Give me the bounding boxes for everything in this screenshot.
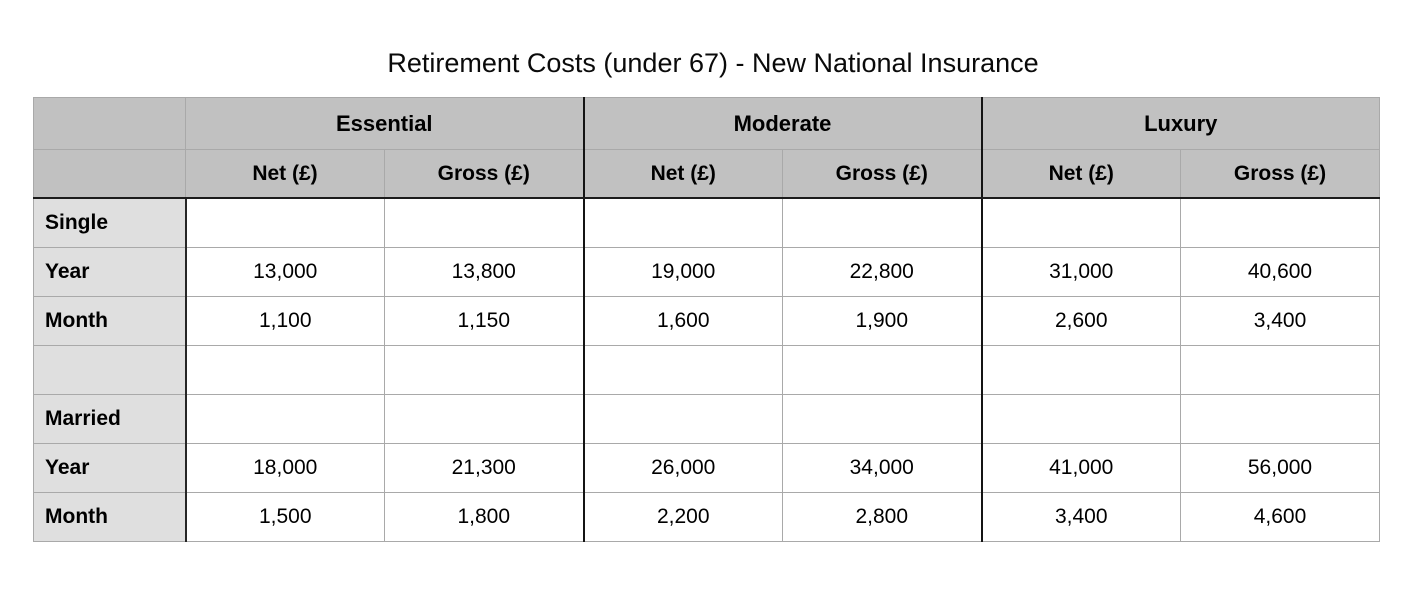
row-label-single: Single	[33, 197, 187, 248]
table-cell	[384, 197, 584, 248]
table-cell: 2,600	[980, 296, 1181, 346]
group-header-row: Essential Moderate Luxury	[33, 97, 1380, 150]
table-row-single-year: Year 13,000 13,800 19,000 22,800 31,000 …	[33, 247, 1380, 297]
table-cell: 26,000	[582, 443, 783, 493]
col-header-moderate-gross: Gross (£)	[782, 149, 982, 199]
table-cell	[582, 394, 783, 444]
table-cell	[185, 394, 385, 444]
row-label-month: Month	[33, 492, 187, 542]
table-cell: 13,800	[384, 247, 584, 297]
col-header-luxury-net: Net (£)	[980, 149, 1181, 199]
table-cell	[1180, 394, 1380, 444]
table-cell	[980, 394, 1181, 444]
table-row-married: Married	[33, 394, 1380, 444]
table-row-single: Single	[33, 197, 1380, 248]
table-cell: 21,300	[384, 443, 584, 493]
table-cell	[782, 345, 982, 395]
table-cell: 31,000	[980, 247, 1181, 297]
row-label-month: Month	[33, 296, 187, 346]
table-cell: 1,500	[185, 492, 385, 542]
corner-cell	[33, 97, 186, 150]
col-header-essential-gross: Gross (£)	[384, 149, 584, 199]
table-cell: 56,000	[1180, 443, 1380, 493]
corner-cell-2	[33, 149, 186, 199]
table-cell: 1,600	[582, 296, 783, 346]
table-cell: 22,800	[782, 247, 982, 297]
table-cell: 19,000	[582, 247, 783, 297]
page-title: Retirement Costs (under 67) - New Nation…	[387, 48, 1039, 78]
table-cell: 1,900	[782, 296, 982, 346]
table-cell: 18,000	[185, 443, 385, 493]
table-cell: 13,000	[185, 247, 385, 297]
col-header-essential-net: Net (£)	[185, 149, 385, 199]
retirement-costs-table: Essential Moderate Luxury Net (£) Gross …	[33, 97, 1380, 542]
subheader-row: Net (£) Gross (£) Net (£) Gross (£) Net …	[33, 149, 1380, 199]
table-cell: 1,100	[185, 296, 385, 346]
table-cell	[384, 394, 584, 444]
table-cell	[1180, 345, 1380, 395]
table-cell: 2,800	[782, 492, 982, 542]
row-label-empty	[33, 345, 187, 395]
table-cell	[185, 197, 385, 248]
table-cell: 1,150	[384, 296, 584, 346]
group-header-moderate: Moderate	[582, 97, 982, 150]
table-row-married-month: Month 1,500 1,800 2,200 2,800 3,400 4,60…	[33, 492, 1380, 542]
table-cell	[782, 394, 982, 444]
table-cell	[185, 345, 385, 395]
col-header-moderate-net: Net (£)	[582, 149, 783, 199]
table-cell	[782, 197, 982, 248]
table-cell: 3,400	[980, 492, 1181, 542]
table-cell	[980, 345, 1181, 395]
col-header-luxury-gross: Gross (£)	[1180, 149, 1380, 199]
table-cell: 4,600	[1180, 492, 1380, 542]
group-header-essential: Essential	[185, 97, 584, 150]
group-header-luxury: Luxury	[980, 97, 1380, 150]
table-row-spacer	[33, 345, 1380, 395]
row-label-year: Year	[33, 443, 187, 493]
table-row-married-year: Year 18,000 21,300 26,000 34,000 41,000 …	[33, 443, 1380, 493]
table-cell: 1,800	[384, 492, 584, 542]
table-cell: 2,200	[582, 492, 783, 542]
table-cell	[582, 345, 783, 395]
table-cell	[582, 197, 783, 248]
table-cell: 3,400	[1180, 296, 1380, 346]
row-label-married: Married	[33, 394, 187, 444]
table-cell: 41,000	[980, 443, 1181, 493]
table-cell	[384, 345, 584, 395]
table-cell	[1180, 197, 1380, 248]
row-label-year: Year	[33, 247, 187, 297]
table-cell	[980, 197, 1181, 248]
table-cell: 40,600	[1180, 247, 1380, 297]
table-cell: 34,000	[782, 443, 982, 493]
table-row-single-month: Month 1,100 1,150 1,600 1,900 2,600 3,40…	[33, 296, 1380, 346]
